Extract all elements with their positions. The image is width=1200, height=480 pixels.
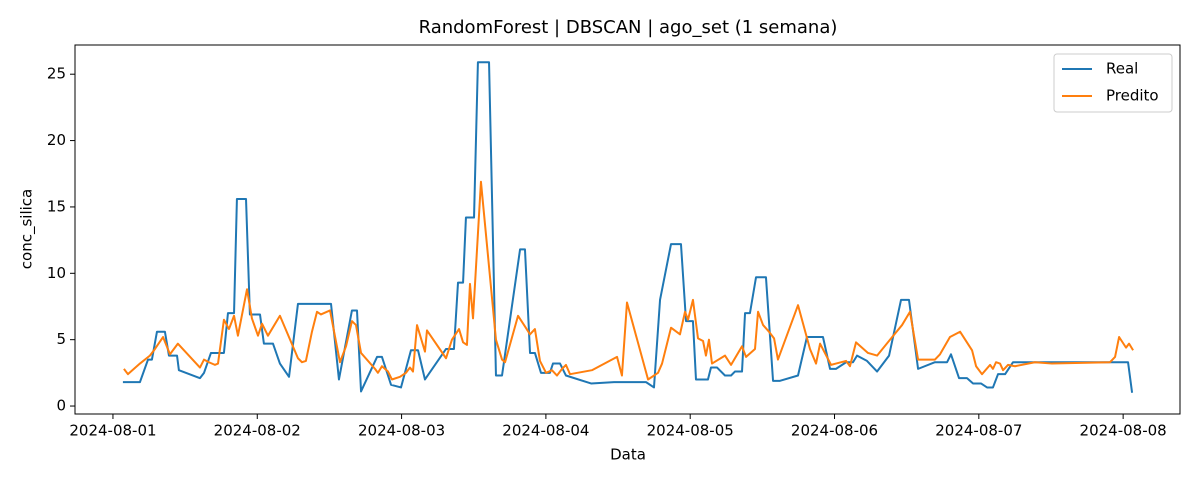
plot-frame <box>74 44 1181 415</box>
x-axis-label: Data <box>610 446 646 464</box>
x-tick-label: 2024-08-06 <box>791 422 878 440</box>
series-line <box>123 180 1134 381</box>
y-tick-label: 25 <box>47 65 66 83</box>
x-tick-label: 2024-08-07 <box>935 422 1022 440</box>
y-axis-label: conc_silica <box>18 189 37 269</box>
y-tick-label: 10 <box>47 264 66 282</box>
x-tick-label: 2024-08-02 <box>214 422 301 440</box>
legend-label: Predito <box>1106 87 1159 105</box>
y-tick-label: 20 <box>47 131 66 149</box>
legend-label: Real <box>1106 60 1138 78</box>
series-line <box>122 61 1134 393</box>
x-tick-label: 2024-08-04 <box>502 422 589 440</box>
y-tick-label: 5 <box>56 330 66 348</box>
chart-title: RandomForest | DBSCAN | ago_set (1 seman… <box>419 17 838 38</box>
y-tick-label: 0 <box>56 397 66 415</box>
x-tick-label: 2024-08-03 <box>358 422 445 440</box>
x-tick-label: 2024-08-01 <box>69 422 156 440</box>
x-tick-label: 2024-08-08 <box>1080 422 1167 440</box>
y-tick-label: 15 <box>47 197 66 215</box>
x-tick-label: 2024-08-05 <box>647 422 734 440</box>
